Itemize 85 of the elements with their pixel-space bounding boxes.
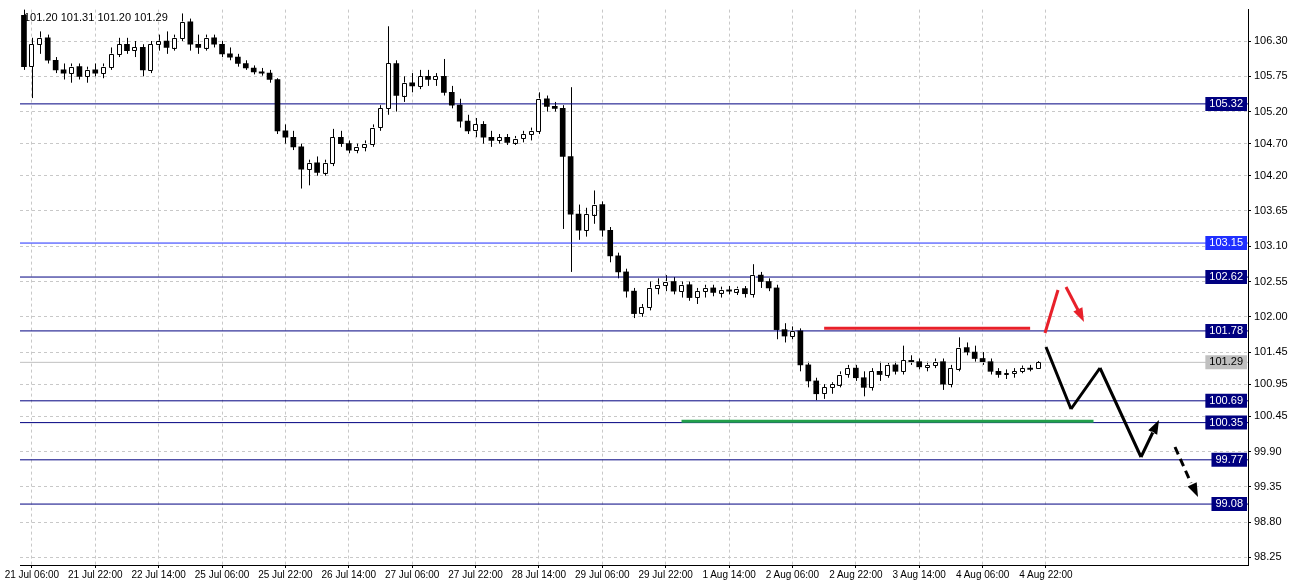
x-tick-label: 4 Aug 06:00 <box>955 568 1010 580</box>
x-tick-label: 27 Jul 06:00 <box>384 568 440 580</box>
ref-line-label: 105.32 <box>1209 96 1244 109</box>
candlestick <box>631 287 637 319</box>
candlestick <box>472 117 479 138</box>
candlestick <box>147 40 154 74</box>
candlestick <box>385 25 392 116</box>
candlestick <box>330 128 336 167</box>
candlestick <box>623 268 629 299</box>
candlestick <box>377 104 384 132</box>
candlestick <box>456 98 463 129</box>
ref-line-label: 100.35 <box>1209 415 1244 428</box>
y-tick-label: 99.35 <box>1254 479 1282 492</box>
candlestick <box>805 361 812 388</box>
y-tick-label: 100.95 <box>1254 377 1288 390</box>
y-tick-label: 104.20 <box>1254 168 1288 181</box>
candlestick <box>480 120 487 145</box>
candlestick <box>298 143 305 190</box>
candlestick <box>615 252 621 279</box>
y-tick-label: 105.20 <box>1254 104 1288 117</box>
candlestick <box>36 30 43 55</box>
candlestick <box>536 91 542 135</box>
candlestick <box>44 34 51 64</box>
x-tick-label: 27 Jul 22:00 <box>448 568 504 580</box>
candlestick <box>306 159 312 186</box>
y-tick-label: 106.30 <box>1254 34 1288 47</box>
y-tick-label: 100.45 <box>1254 409 1288 422</box>
candlestick <box>179 12 186 42</box>
x-tick-label: 29 Jul 22:00 <box>638 568 694 580</box>
candlestick <box>750 263 756 299</box>
candlestick <box>940 357 946 391</box>
candlestick <box>900 345 907 376</box>
x-tick-label: 1 Aug 14:00 <box>702 568 757 580</box>
candlestick <box>187 18 194 52</box>
candlestick <box>195 34 202 55</box>
candlestick <box>583 207 590 238</box>
x-tick-label: 25 Jul 22:00 <box>258 568 314 580</box>
candlestick <box>282 123 289 145</box>
y-tick-label: 102.55 <box>1254 274 1288 287</box>
ref-line-label: 99.77 <box>1215 452 1243 465</box>
candlestick <box>686 281 693 302</box>
y-tick-label: 103.65 <box>1254 204 1288 217</box>
candlestick <box>876 361 883 382</box>
y-tick-label: 104.70 <box>1254 136 1288 149</box>
x-tick-label: 21 Jul 22:00 <box>68 568 123 580</box>
x-tick-label: 25 Jul 06:00 <box>194 568 250 580</box>
x-tick-label: 2 Aug 22:00 <box>829 568 883 580</box>
candlestick <box>417 69 423 90</box>
candlestick <box>868 367 875 392</box>
candlestick <box>813 377 820 401</box>
x-tick-label: 22 Jul 14:00 <box>131 568 187 580</box>
x-tick-label: 26 Jul 14:00 <box>321 568 377 580</box>
candlestick <box>139 43 146 77</box>
ref-line-label: 100.69 <box>1209 393 1244 406</box>
candlestick <box>290 130 297 151</box>
annotation: 101.20 101.31 101.20 101.29 <box>24 11 168 24</box>
candlestick <box>441 58 447 97</box>
y-tick-label: 101.45 <box>1254 345 1288 358</box>
candlestick <box>575 204 582 241</box>
candlestick <box>314 155 320 177</box>
candlestick <box>448 85 455 109</box>
y-tick-label: 105.75 <box>1254 69 1288 82</box>
candlestick <box>29 37 35 99</box>
ref-line-label: 99.08 <box>1215 497 1243 510</box>
x-tick-label: 29 Jul 06:00 <box>575 568 630 580</box>
x-tick-label: 3 Aug 14:00 <box>892 568 947 580</box>
y-tick-label: 103.10 <box>1254 239 1288 252</box>
ref-line-label: 101.78 <box>1209 323 1244 336</box>
candlestick <box>409 72 415 93</box>
y-tick-label: 102.00 <box>1254 309 1288 322</box>
candlestick <box>860 370 867 397</box>
candlestick <box>116 37 122 58</box>
candlestick <box>647 281 653 311</box>
ref-line-label: 101.29 <box>1209 355 1244 368</box>
x-tick-label: 28 Jul 14:00 <box>511 568 567 580</box>
ref-line-label: 102.62 <box>1209 270 1244 283</box>
y-tick-label: 99.90 <box>1254 444 1282 457</box>
y-tick-label: 98.25 <box>1254 550 1282 563</box>
x-tick-label: 21 Jul 06:00 <box>4 568 60 580</box>
ref-line-label: 103.15 <box>1209 236 1244 249</box>
x-tick-label: 2 Aug 06:00 <box>765 568 820 580</box>
y-tick-label: 98.80 <box>1254 515 1282 528</box>
candlestick <box>68 62 75 84</box>
candlestick <box>948 364 954 388</box>
x-tick-label: 4 Aug 22:00 <box>1019 568 1074 580</box>
